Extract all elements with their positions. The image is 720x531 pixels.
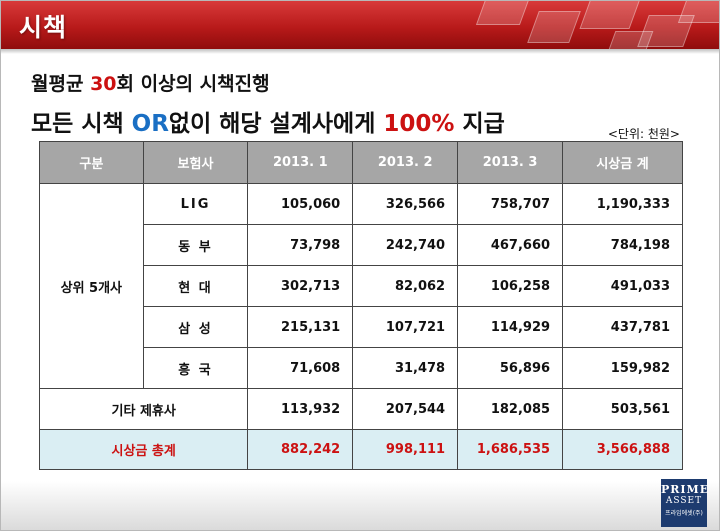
value-cell: 326,566 <box>352 183 459 225</box>
grand-total-label: 시상금 총계 <box>38 429 249 470</box>
value-cell: 106,258 <box>457 265 564 307</box>
row-total: 491,033 <box>562 265 683 307</box>
table-row: 흥 국 71,608 31,478 56,896 159,982 <box>40 347 683 389</box>
row-total: 437,781 <box>562 306 683 348</box>
value-cell: 71,608 <box>247 347 354 389</box>
logo-line1: PRIME <box>661 483 710 496</box>
value-cell: 302,713 <box>247 265 354 307</box>
subtitle-payout: 모든 시책 OR없이 해당 설계사에게 100% 지급 <box>31 104 505 138</box>
page-title: 시책 <box>19 13 68 42</box>
subtitle2-or: OR <box>131 111 169 137</box>
header-2013-1: 2013. 1 <box>247 141 354 184</box>
value-cell: 215,131 <box>247 306 354 348</box>
header-total: 시상금 계 <box>562 141 683 184</box>
subtitle1-suffix: 회 이상의 시책진행 <box>116 73 270 95</box>
row-total: 784,198 <box>562 224 683 266</box>
background-floor <box>1 481 719 530</box>
unit-note: <단위: 천원> <box>607 127 680 141</box>
insurer-name: 동 부 <box>142 224 249 266</box>
value-cell: 56,896 <box>457 347 564 389</box>
value-cell: 31,478 <box>352 347 459 389</box>
header-category: 구분 <box>39 141 144 184</box>
grand-total-value: 3,566,888 <box>562 429 683 470</box>
value-cell: 113,932 <box>247 388 354 430</box>
value-cell: 882,242 <box>247 429 354 470</box>
subtitle2-part2: 없이 해당 설계사에게 <box>168 111 384 137</box>
value-cell: 242,740 <box>352 224 459 266</box>
table-row: 동 부 73,798 242,740 467,660 784,198 <box>40 224 683 266</box>
header-shadow <box>1 49 719 54</box>
value-cell: 114,929 <box>457 306 564 348</box>
company-logo: PRIME ASSET 프라임에셋(주) <box>661 479 710 527</box>
other-label: 기타 제휴사 <box>38 388 249 430</box>
table-row: 상위 5개사 LIG 105,060 326,566 758,707 1,190… <box>39 183 683 389</box>
insurer-name: 흥 국 <box>142 347 249 389</box>
subtitle-frequency: 월평균 30회 이상의 시책진행 <box>31 69 270 96</box>
logo-line3: 프라임에셋(주) <box>665 510 703 517</box>
subtitle2-part1: 모든 시책 <box>31 111 132 137</box>
table-row: 삼 성 215,131 107,721 114,929 437,781 <box>40 306 683 348</box>
row-total: 159,982 <box>562 347 683 389</box>
subtitle2-part3: 지급 <box>454 111 505 137</box>
insurer-name: 삼 성 <box>142 306 249 348</box>
group-label: 상위 5개사 <box>39 183 144 389</box>
insurer-name: 현 대 <box>142 265 249 307</box>
value-cell: 182,085 <box>457 388 564 430</box>
table-row: 현 대 302,713 82,062 106,258 491,033 <box>40 265 683 307</box>
value-cell: 73,798 <box>247 224 354 266</box>
row-total: 1,190,333 <box>562 183 683 225</box>
table-row-grand-total: 시상금 총계 882,242 998,111 1,686,535 3,566,8… <box>38 429 683 470</box>
subtitle2-percent: 100% <box>383 111 455 137</box>
header-2013-3: 2013. 3 <box>457 141 564 184</box>
subtitle1-prefix: 월평균 <box>31 73 91 95</box>
value-cell: 105,060 <box>247 183 354 225</box>
value-cell: 467,660 <box>457 224 564 266</box>
insurer-name: LIG <box>142 183 249 225</box>
value-cell: 1,686,535 <box>457 429 564 470</box>
incentive-table: 구분 보험사 2013. 1 2013. 2 2013. 3 시상금 계 상위 … <box>38 141 683 470</box>
logo-line2: ASSET <box>665 496 703 506</box>
table-row-other: 기타 제휴사 113,932 207,544 182,085 503,561 <box>38 388 683 430</box>
value-cell: 107,721 <box>352 306 459 348</box>
row-total: 503,561 <box>562 388 683 430</box>
subtitle1-highlight: 30 <box>90 73 117 95</box>
value-cell: 998,111 <box>352 429 459 470</box>
header-2013-2: 2013. 2 <box>352 141 459 184</box>
table-header-row: 구분 보험사 2013. 1 2013. 2 2013. 3 시상금 계 <box>39 141 683 184</box>
value-cell: 207,544 <box>352 388 459 430</box>
header-decoration <box>421 1 719 53</box>
header-insurer: 보험사 <box>142 141 249 184</box>
value-cell: 758,707 <box>457 183 564 225</box>
value-cell: 82,062 <box>352 265 459 307</box>
header-bar: 시책 <box>1 1 719 53</box>
